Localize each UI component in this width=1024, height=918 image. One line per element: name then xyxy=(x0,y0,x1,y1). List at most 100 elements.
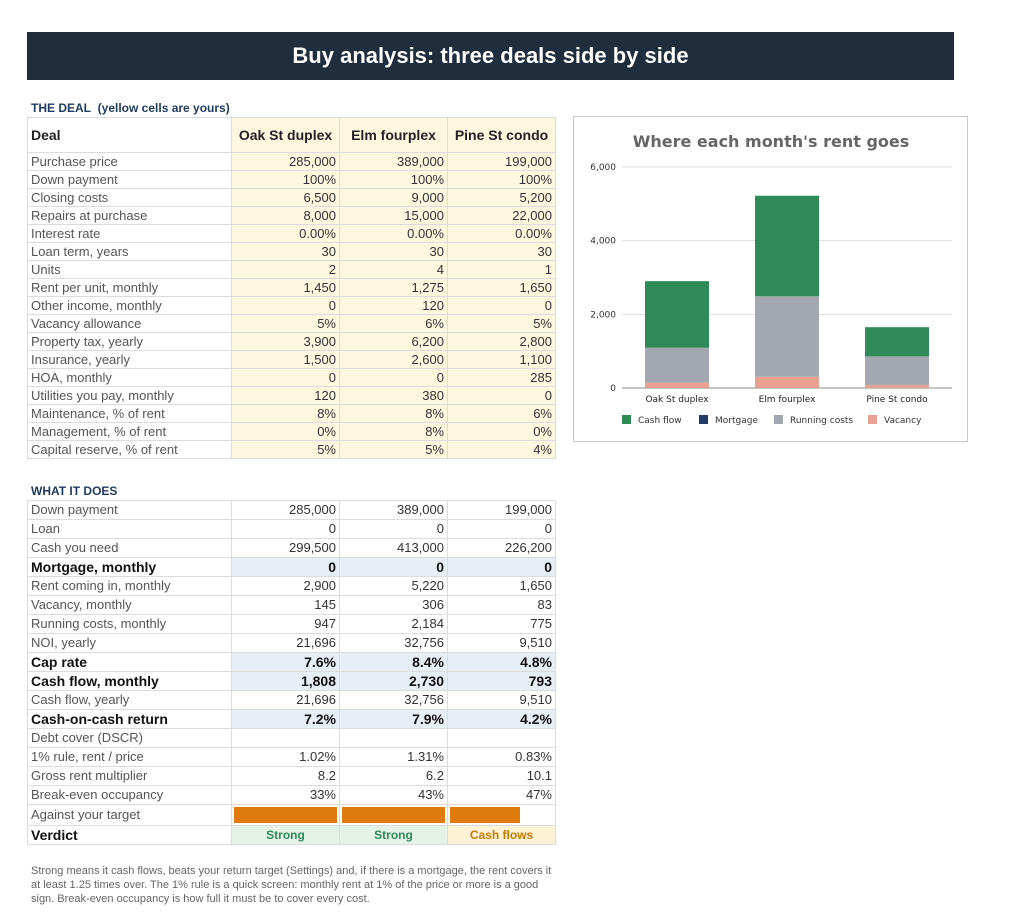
result-cell: 0 xyxy=(231,557,340,577)
input-cell[interactable]: 0% xyxy=(447,422,556,441)
input-cell[interactable]: 120 xyxy=(339,296,448,315)
input-cell[interactable]: 22,000 xyxy=(447,206,556,225)
input-cell[interactable]: 8% xyxy=(231,404,340,423)
y-tick-label: 4,000 xyxy=(590,237,616,247)
result-cell: 5,220 xyxy=(339,576,448,596)
input-cell[interactable]: 0 xyxy=(231,296,340,315)
input-cell[interactable]: 285 xyxy=(447,368,556,387)
target-bar-fill xyxy=(450,807,521,823)
x-tick-label: Oak St duplex xyxy=(645,395,709,405)
input-cell[interactable]: 0% xyxy=(231,422,340,441)
result-cell: 43% xyxy=(339,785,448,805)
result-cell xyxy=(231,728,340,748)
input-cell[interactable]: 389,000 xyxy=(339,152,448,171)
input-cell[interactable]: 2 xyxy=(231,260,340,279)
result-cell xyxy=(339,728,448,748)
input-cell[interactable]: 4 xyxy=(339,260,448,279)
input-cell[interactable]: 30 xyxy=(447,242,556,261)
input-cell[interactable]: 0 xyxy=(447,296,556,315)
result-cell: 2,730 xyxy=(339,671,448,691)
input-cell[interactable]: 30 xyxy=(339,242,448,261)
input-row: Capital reserve, % of rent 5% 5% 4% xyxy=(27,440,556,459)
x-tick-label: Pine St condo xyxy=(866,395,928,405)
input-row-label: Property tax, yearly xyxy=(27,332,232,351)
target-bar-cell xyxy=(231,804,340,826)
input-cell[interactable]: 4% xyxy=(447,440,556,459)
input-cell[interactable]: 30 xyxy=(231,242,340,261)
input-cell[interactable]: 6% xyxy=(447,404,556,423)
input-cell[interactable]: 6,200 xyxy=(339,332,448,351)
input-cell[interactable]: 0 xyxy=(339,368,448,387)
input-cell[interactable]: 1,275 xyxy=(339,278,448,297)
result-row-label: Cash-on-cash return xyxy=(27,709,232,729)
legend-label: Cash flow xyxy=(638,416,682,426)
input-cell[interactable]: 15,000 xyxy=(339,206,448,225)
input-row: Purchase price 285,000 389,000 199,000 xyxy=(27,152,556,171)
input-row: Maintenance, % of rent 8% 8% 6% xyxy=(27,404,556,423)
result-cell: 4.2% xyxy=(447,709,556,729)
deal-name-cell[interactable]: Oak St duplex xyxy=(231,117,340,153)
legend-label: Mortgage xyxy=(715,416,758,426)
legend-swatch xyxy=(868,415,877,424)
input-cell[interactable]: 9,000 xyxy=(339,188,448,207)
input-row-label: HOA, monthly xyxy=(27,368,232,387)
rent-breakdown-chart: Where each month's rent goes 0 2,000 4,000 6… xyxy=(573,116,968,442)
x-tick-label: Elm fourplex xyxy=(759,395,816,405)
result-cell: 199,000 xyxy=(447,500,556,520)
input-cell[interactable]: 0.00% xyxy=(231,224,340,243)
input-cell[interactable]: 0 xyxy=(447,386,556,405)
result-row: Mortgage, monthly 0 0 0 xyxy=(27,557,556,577)
input-cell[interactable]: 8,000 xyxy=(231,206,340,225)
result-row: Down payment 285,000 389,000 199,000 xyxy=(27,500,556,520)
input-cell[interactable]: 5,200 xyxy=(447,188,556,207)
verdict-badge: Strong xyxy=(339,825,448,845)
result-row-label: Gross rent multiplier xyxy=(27,766,232,786)
result-row: Cap rate 7.6% 8.4% 4.8% xyxy=(27,652,556,672)
input-cell[interactable]: 100% xyxy=(339,170,448,189)
target-bar-cell xyxy=(339,804,448,826)
result-row-label: Vacancy, monthly xyxy=(27,595,232,615)
input-cell[interactable]: 3,900 xyxy=(231,332,340,351)
result-row-label: Mortgage, monthly xyxy=(27,557,232,577)
input-cell[interactable]: 5% xyxy=(231,440,340,459)
input-row-label: Closing costs xyxy=(27,188,232,207)
result-cell: 0.83% xyxy=(447,747,556,767)
input-cell[interactable]: 1,500 xyxy=(231,350,340,369)
result-cell: 947 xyxy=(231,614,340,634)
input-row-label: Purchase price xyxy=(27,152,232,171)
input-cell[interactable]: 100% xyxy=(231,170,340,189)
input-cell[interactable]: 5% xyxy=(339,440,448,459)
result-row-label: Rent coming in, monthly xyxy=(27,576,232,596)
target-bar-cell xyxy=(447,804,556,826)
input-cell[interactable]: 1,100 xyxy=(447,350,556,369)
input-cell[interactable]: 120 xyxy=(231,386,340,405)
input-cell[interactable]: 5% xyxy=(231,314,340,333)
input-cell[interactable]: 8% xyxy=(339,404,448,423)
input-cell[interactable]: 199,000 xyxy=(447,152,556,171)
result-row: Gross rent multiplier 8.2 6.2 10.1 xyxy=(27,766,556,786)
result-row: NOI, yearly 21,696 32,756 9,510 xyxy=(27,633,556,653)
input-cell[interactable]: 0.00% xyxy=(339,224,448,243)
input-cell[interactable]: 6,500 xyxy=(231,188,340,207)
result-cell: 10.1 xyxy=(447,766,556,786)
input-cell[interactable]: 285,000 xyxy=(231,152,340,171)
input-cell[interactable]: 380 xyxy=(339,386,448,405)
input-cell[interactable]: 1 xyxy=(447,260,556,279)
input-cell[interactable]: 0 xyxy=(231,368,340,387)
input-cell[interactable]: 2,800 xyxy=(447,332,556,351)
input-cell[interactable]: 5% xyxy=(447,314,556,333)
input-row: HOA, monthly 0 0 285 xyxy=(27,368,556,387)
input-cell[interactable]: 0.00% xyxy=(447,224,556,243)
result-cell: 7.9% xyxy=(339,709,448,729)
deal-name-cell[interactable]: Pine St condo xyxy=(447,117,556,153)
input-cell[interactable]: 1,650 xyxy=(447,278,556,297)
input-cell[interactable]: 1,450 xyxy=(231,278,340,297)
result-cell: 8.2 xyxy=(231,766,340,786)
input-cell[interactable]: 2,600 xyxy=(339,350,448,369)
input-cell[interactable]: 100% xyxy=(447,170,556,189)
input-row-label: Capital reserve, % of rent xyxy=(27,440,232,459)
input-cell[interactable]: 6% xyxy=(339,314,448,333)
input-cell[interactable]: 8% xyxy=(339,422,448,441)
verdict-row: Verdict Strong Strong Cash flows xyxy=(27,825,556,845)
deal-name-cell[interactable]: Elm fourplex xyxy=(339,117,448,153)
